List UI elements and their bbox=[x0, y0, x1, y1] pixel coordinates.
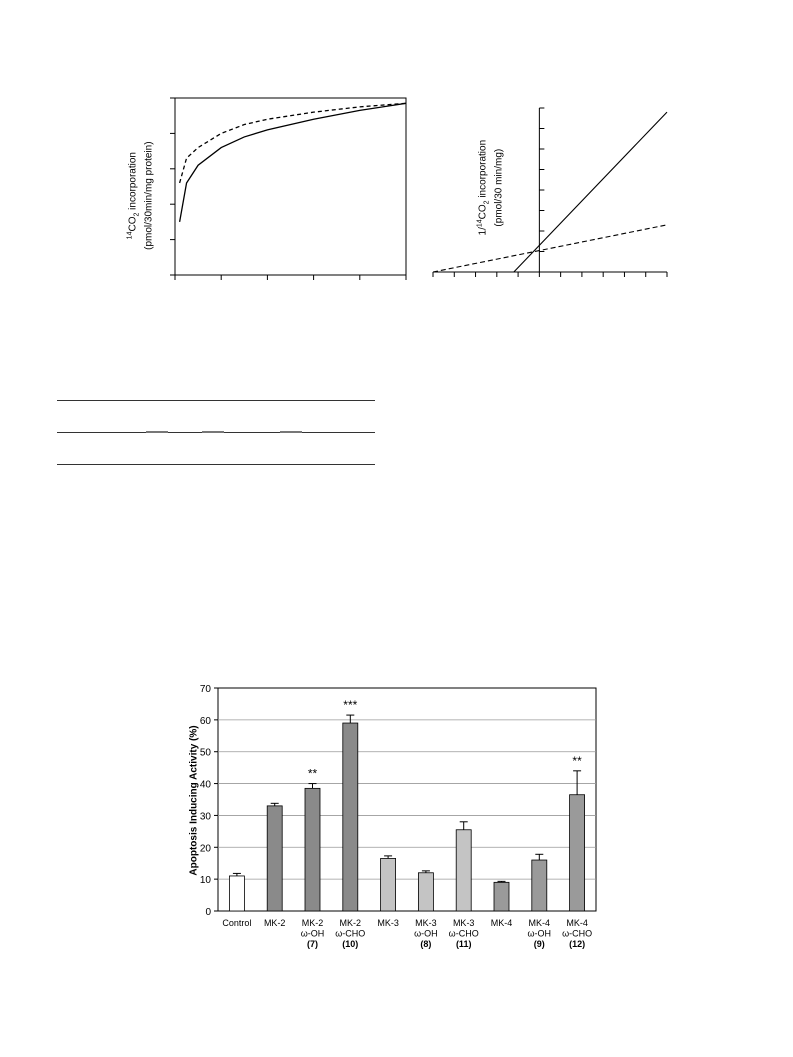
category-label: MK-3 bbox=[415, 918, 437, 928]
bar-chart-y-label: Apoptosis Inducing Activity (%) bbox=[188, 725, 200, 876]
bar bbox=[266, 805, 283, 912]
category-label: MK-2 bbox=[340, 918, 362, 928]
category-label: MK-3 bbox=[453, 918, 475, 928]
category-label: ω-CHO bbox=[335, 929, 365, 939]
y-tick-label: 10 bbox=[200, 875, 212, 886]
double-reciprocal-chart bbox=[432, 107, 668, 277]
bar bbox=[455, 829, 472, 912]
y-tick-label: 70 bbox=[200, 684, 212, 695]
bar bbox=[493, 881, 510, 912]
category-label: ω-OH bbox=[301, 929, 325, 939]
bar bbox=[531, 859, 548, 912]
table-mark-1 bbox=[146, 431, 168, 433]
category-label: MK-3 bbox=[377, 918, 399, 928]
y-tick-label: 50 bbox=[200, 748, 212, 759]
bar bbox=[417, 872, 434, 912]
bar bbox=[304, 787, 321, 912]
dashed-series-line bbox=[432, 224, 668, 273]
category-label: MK-4 bbox=[566, 918, 588, 928]
category-label: (12) bbox=[569, 939, 585, 949]
y-tick-label: 60 bbox=[200, 716, 212, 727]
dashed-series-line bbox=[178, 102, 407, 184]
category-label: (7) bbox=[307, 939, 318, 949]
y-tick-label: 40 bbox=[200, 780, 212, 791]
bar bbox=[569, 794, 586, 912]
category-label: (9) bbox=[534, 939, 545, 949]
table-rule-bottom bbox=[57, 464, 375, 465]
saturation-curve-chart bbox=[170, 97, 407, 280]
significance-label: *** bbox=[343, 698, 357, 712]
y-tick-label: 20 bbox=[200, 843, 212, 854]
category-label: (10) bbox=[342, 939, 358, 949]
category-label: ω-OH bbox=[414, 929, 438, 939]
y-tick-label: 30 bbox=[200, 811, 212, 822]
category-label: (8) bbox=[420, 939, 431, 949]
category-label: MK-2 bbox=[302, 918, 324, 928]
reciprocal-chart-y-label: 1/14CO2 incorporation (pmol/30 min/mg) bbox=[476, 139, 505, 236]
table-mark-2 bbox=[202, 431, 224, 433]
category-label: ω-OH bbox=[528, 929, 552, 939]
category-label: MK-4 bbox=[529, 918, 551, 928]
bar bbox=[229, 875, 245, 912]
category-label: ω-CHO bbox=[449, 929, 479, 939]
bar bbox=[380, 858, 397, 912]
table-rule-top bbox=[57, 400, 375, 401]
category-label: MK-4 bbox=[491, 918, 513, 928]
table-mark-3 bbox=[280, 431, 302, 433]
bar bbox=[342, 722, 359, 912]
category-label: (11) bbox=[456, 939, 472, 949]
category-label: MK-2 bbox=[264, 918, 286, 928]
plot-frame bbox=[174, 97, 407, 276]
category-label: ω-CHO bbox=[562, 929, 592, 939]
saturation-chart-y-label: 14CO2 incorporation (pmol/30min/mg prote… bbox=[126, 141, 155, 250]
y-tick-label: 0 bbox=[205, 907, 211, 918]
solid-series-line bbox=[513, 111, 668, 273]
solid-series-line bbox=[178, 102, 407, 223]
significance-label: ** bbox=[572, 754, 582, 768]
category-label: Control bbox=[222, 918, 251, 928]
significance-label: ** bbox=[308, 767, 318, 781]
